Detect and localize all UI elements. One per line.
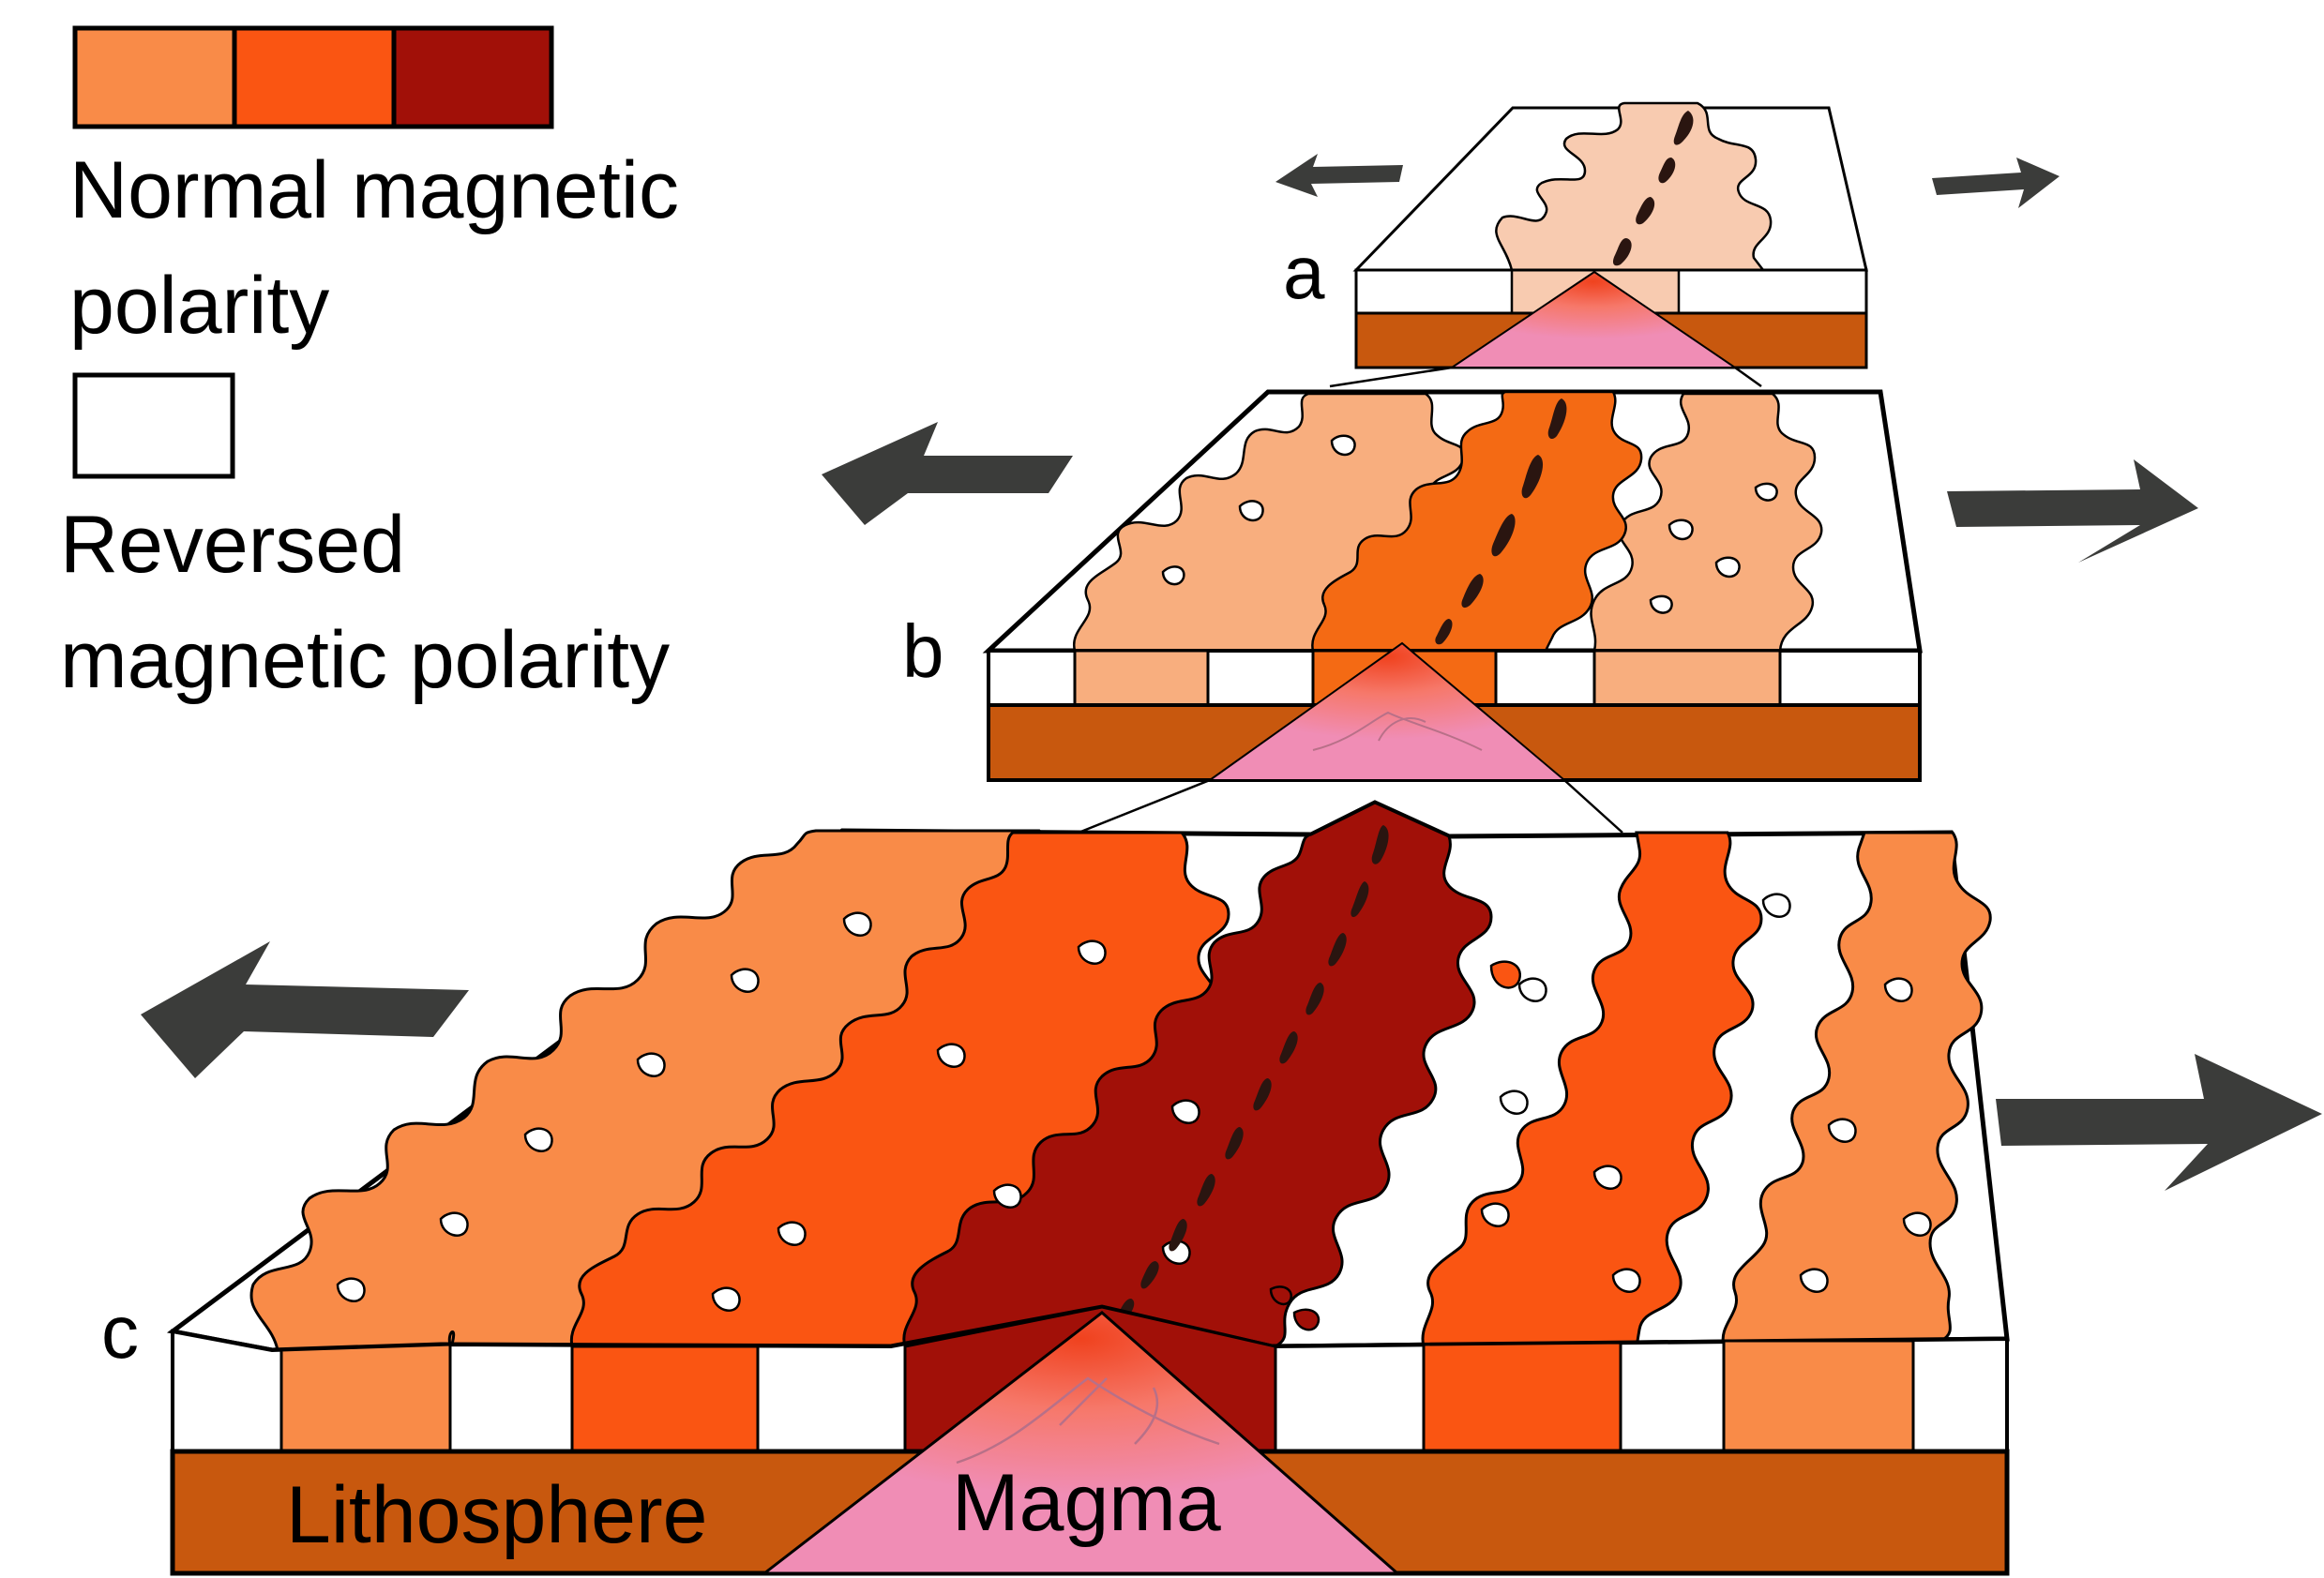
stage-b-magma	[1206, 641, 1567, 781]
stage-b-block: b	[902, 389, 1923, 782]
stage-c-magma-channels	[956, 1376, 1220, 1465]
stage-c-detached-patches	[1269, 960, 1522, 1331]
stage-b-reversed-holes	[1161, 434, 1778, 614]
stage-c-block: Lithosphere Magma c	[101, 800, 2010, 1576]
stage-c-right-arrow-icon	[1996, 1054, 2322, 1191]
projection-lines-b-c	[1078, 778, 1623, 834]
swatch-oldest-normal	[72, 25, 237, 129]
legend: Normal magnetic polarity Reversed magnet…	[60, 25, 679, 705]
stage-c-side-oldest-left	[279, 1343, 452, 1453]
stage-a-right-arrow-icon	[1932, 158, 2060, 208]
reversed-polarity-label-line2: magnetic polarity	[60, 615, 670, 705]
lithosphere-label: Lithosphere	[286, 1470, 707, 1560]
projection-lines-a-b	[1329, 366, 1762, 388]
stage-a-magma	[1448, 270, 1739, 368]
stage-b-center-stripe	[1311, 390, 1643, 653]
stage-c-magma	[760, 1311, 1401, 1575]
spreading-arrows	[141, 154, 2322, 1191]
stage-b-side-normal-right	[1592, 649, 1782, 707]
stage-c-reversed-holes	[336, 893, 1932, 1312]
stage-b-left-arrow-icon	[822, 422, 1073, 525]
stage-b-right-arrow-icon	[1947, 459, 2198, 563]
normal-polarity-label-line2: polarity	[69, 261, 329, 351]
stage-c-side-mid-right	[1422, 1341, 1622, 1453]
magma-label: Magma	[952, 1458, 1221, 1548]
stage-c-side-mid-left	[570, 1345, 760, 1453]
stage-a-block: a	[1283, 101, 1868, 369]
stage-a-left-arrow-icon	[1275, 154, 1403, 197]
stage-a-label: a	[1283, 231, 1325, 314]
stage-a-normal-stripe	[1495, 101, 1773, 272]
swatch-mid-normal	[232, 25, 397, 129]
stage-c-left-arrow-icon	[141, 941, 469, 1078]
reversed-polarity-label-line1: Reversed	[60, 500, 405, 590]
stage-b-magma-channels	[1312, 711, 1483, 751]
stage-a-fissure	[1613, 111, 1694, 266]
swatch-youngest-normal	[391, 25, 554, 129]
stage-c-label: c	[101, 1290, 139, 1374]
stage-b-fissure	[1435, 398, 1567, 645]
normal-polarity-label-line1: Normal magnetic	[69, 145, 679, 235]
reversed-polarity-swatch	[72, 372, 235, 479]
stage-b-outer-right-stripe	[1590, 392, 1823, 653]
stage-b-label: b	[902, 609, 944, 693]
normal-polarity-swatches	[72, 25, 554, 129]
stage-c-side-oldest-right	[1722, 1339, 1915, 1453]
stage-b-side-normal-left	[1073, 649, 1210, 707]
